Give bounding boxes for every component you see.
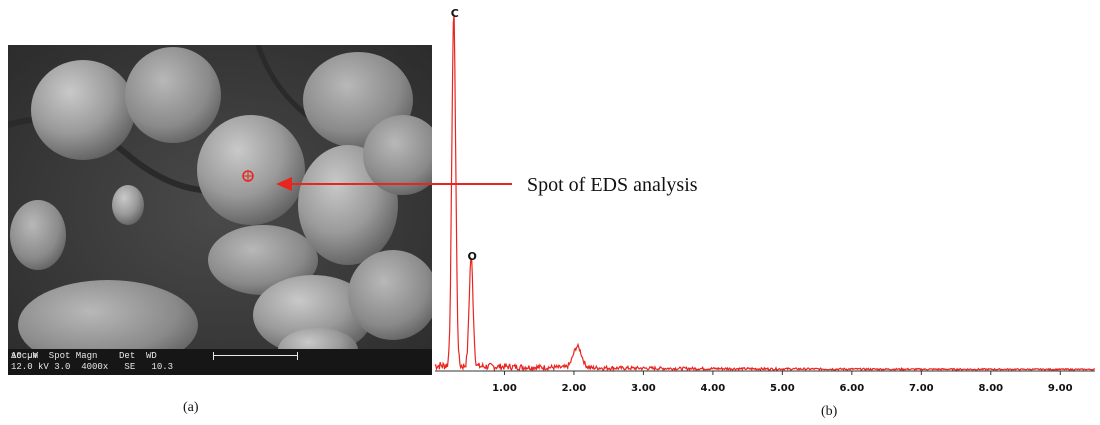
sem-image	[8, 45, 432, 375]
x-tick-label: 7.00	[909, 383, 934, 394]
spectrum-plot: 1.00 2.00 3.00 4.00 5.00 6.00 7.00 8.00 9.00 C O	[434, 7, 1096, 394]
caption-a: (a)	[183, 400, 199, 415]
spectrum-line	[434, 14, 1096, 373]
x-tick-label: 8.00	[978, 383, 1003, 394]
x-tick-label: 4.00	[701, 383, 726, 394]
peak-label-c: C	[451, 7, 459, 20]
peak-label-o: O	[467, 250, 476, 263]
sem-micrograph: Acc.V Spot Magn Det WD 12.0 kV 3.0 4000x…	[8, 45, 432, 375]
sem-info-bar: Acc.V Spot Magn Det WD 12.0 kV 3.0 4000x…	[8, 349, 432, 375]
sem-info-row-2: 12.0 kV 3.0 4000x SE 10.3	[11, 362, 174, 372]
x-tick-label: 1.00	[492, 383, 517, 394]
x-tick-label: 6.00	[839, 383, 864, 394]
x-tick-label: 2.00	[562, 383, 587, 394]
sem-info-row-1: Acc.V Spot Magn Det WD	[11, 351, 157, 361]
eds-spot-marker	[242, 170, 254, 182]
annotation-label: Spot of EDS analysis	[527, 174, 698, 196]
scale-bar-label: 10 µm	[11, 351, 39, 361]
annotation-arrow	[276, 177, 512, 191]
x-tick-label: 9.00	[1048, 383, 1073, 394]
x-tick-label: 3.00	[631, 383, 656, 394]
caption-b: (b)	[821, 404, 838, 419]
scale-bar	[213, 352, 298, 360]
x-tick-label: 5.00	[770, 383, 795, 394]
